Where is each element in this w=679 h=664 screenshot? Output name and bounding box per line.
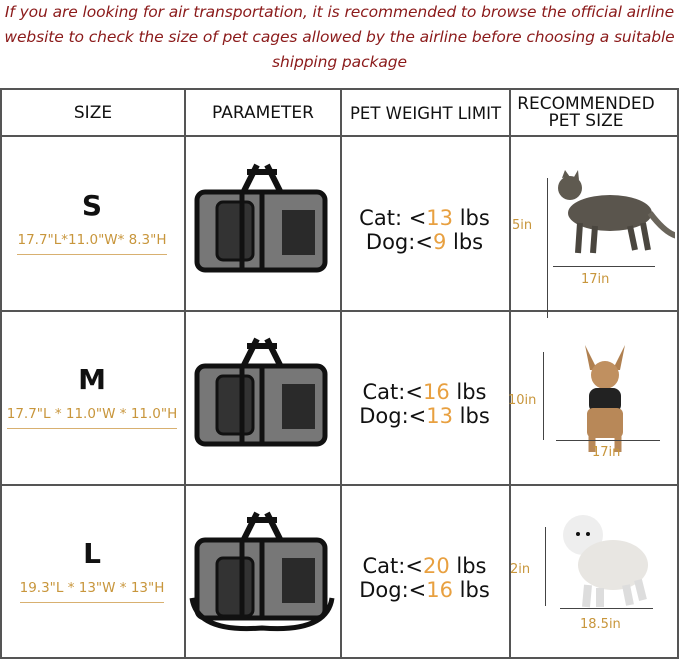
header-parameter: PARAMETER <box>212 102 314 123</box>
pet-carrier-image <box>194 163 328 272</box>
size-label: S <box>81 189 103 222</box>
dog-label: Dog:< <box>365 230 433 254</box>
dimensions: 19.3"L * 13"W * 13"H <box>19 580 165 603</box>
note-line: website to check the size of pet cages a… <box>4 28 675 46</box>
pet-length: 17in <box>592 445 621 460</box>
unit: lbs <box>449 554 487 578</box>
unit: lbs <box>449 380 487 404</box>
size-cell: M 17.7"L * 11.0"W * 11.0"H <box>2 310 182 482</box>
dog-value: 9 <box>432 230 447 254</box>
header-size: SIZE <box>73 102 113 123</box>
parameter-cell <box>186 136 338 308</box>
dog-value: 16 <box>426 578 453 602</box>
dimensions: 17.7"L * 11.0"W * 11.0"H <box>6 406 178 429</box>
pet-carrier-image <box>189 511 335 631</box>
cat-value: 16 <box>422 380 450 404</box>
weight-cell: Cat:<16 lbs Dog:<13 lbs <box>342 318 507 490</box>
pet-carrier-image <box>194 337 328 446</box>
pet-height: 10in <box>508 393 537 408</box>
pet-image <box>558 510 648 614</box>
pet-image <box>575 340 635 464</box>
header-weight: PET WEIGHT LIMIT <box>349 103 502 123</box>
cat-image <box>558 170 678 254</box>
size-label: L <box>83 537 101 570</box>
cat-limit: Cat:<16 lbs <box>363 380 487 404</box>
length-bar <box>553 266 655 267</box>
dog-image <box>585 345 625 452</box>
size-label: M <box>78 363 106 396</box>
unit: lbs <box>446 230 484 254</box>
dog-limit: Dog:<13 lbs <box>359 404 490 428</box>
length-bar <box>556 440 660 441</box>
dog-limit: Dog:<16 lbs <box>359 578 490 602</box>
unit: lbs <box>452 578 490 602</box>
cat-value: 20 <box>422 554 450 578</box>
unit: lbs <box>453 206 490 230</box>
divider <box>509 90 511 657</box>
unit: lbs <box>452 404 490 428</box>
note-line: If you are looking for air transportatio… <box>4 3 675 21</box>
pet-length: 18.5in <box>580 617 621 632</box>
divider <box>2 484 677 486</box>
cat-limit: Cat:<20 lbs <box>363 554 487 578</box>
height-bar <box>543 352 544 440</box>
note-line: shipping package <box>272 53 407 71</box>
dog-label: Dog:< <box>359 404 427 428</box>
header-recommended: RECOMMENDED PET SIZE <box>517 94 655 131</box>
dog-value: 13 <box>426 404 453 428</box>
divider <box>340 90 342 657</box>
size-cell: S 17.7"L*11.0"W* 8.3"H <box>2 136 182 308</box>
size-table: SIZE PARAMETER PET WEIGHT LIMIT RECOMMEN… <box>0 88 679 659</box>
cat-label: Cat:< <box>362 380 423 404</box>
weight-cell: Cat: <13 lbs Dog:<9 lbs <box>342 144 507 316</box>
dog-image <box>563 515 648 608</box>
dog-limit: Dog:<9 lbs <box>366 230 483 254</box>
pet-length: 17in <box>581 272 610 287</box>
parameter-cell <box>186 310 338 482</box>
weight-cell: Cat:<20 lbs Dog:<16 lbs <box>342 492 507 664</box>
dimensions: 17.7"L*11.0"W* 8.3"H <box>17 232 167 255</box>
pet-height: 5in <box>512 218 533 233</box>
pet-height: 2in <box>510 562 531 577</box>
cat-label: Cat:< <box>362 554 423 578</box>
cat-limit: Cat: <13 lbs <box>359 206 490 230</box>
cat-label: Cat: < <box>359 206 427 230</box>
height-bar <box>545 527 546 606</box>
parameter-cell <box>186 484 338 656</box>
height-bar <box>547 178 548 318</box>
divider <box>184 90 186 657</box>
dog-label: Dog:< <box>359 578 427 602</box>
size-cell: L 19.3"L * 13"W * 13"H <box>2 484 182 656</box>
length-bar <box>560 608 653 609</box>
divider <box>2 135 677 137</box>
pet-image <box>545 168 678 262</box>
airline-note: If you are looking for air transportatio… <box>0 0 679 75</box>
cat-value: 13 <box>426 206 454 230</box>
divider <box>2 310 677 312</box>
